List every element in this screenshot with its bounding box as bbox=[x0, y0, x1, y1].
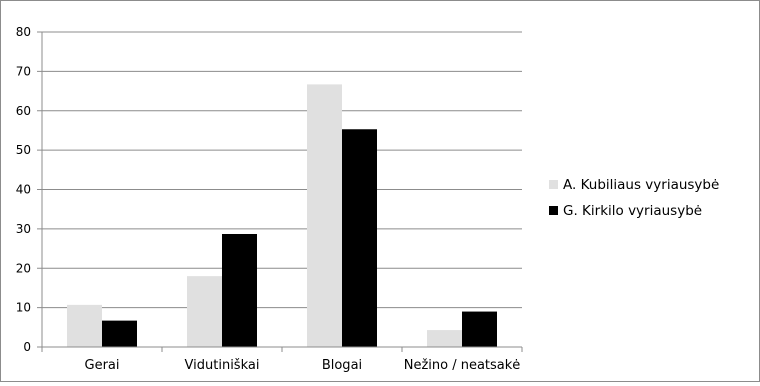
x-tick-label: Blogai bbox=[322, 358, 362, 373]
legend-label-1: G. Kirkilo vyriausybė bbox=[563, 203, 702, 219]
y-tick-label: 20 bbox=[16, 261, 31, 275]
bar-kubiliaus-1 bbox=[187, 276, 222, 347]
gridlines bbox=[42, 31, 522, 309]
y-tick-label: 10 bbox=[16, 301, 31, 315]
legend-label-0: A. Kubiliaus vyriausybė bbox=[563, 177, 719, 193]
y-tick-label: 80 bbox=[16, 25, 31, 39]
x-tick-label: Vidutiniškai bbox=[185, 358, 260, 373]
legend-swatch-1 bbox=[549, 206, 558, 215]
x-axis-ticks: Gerai Vidutiniškai Blogai Nežino / neatsakė bbox=[41, 347, 523, 373]
y-tick-label: 40 bbox=[16, 183, 31, 197]
y-tick-label: 60 bbox=[16, 104, 31, 118]
legend: A. Kubiliaus vyriausybė G. Kirkilo vyriau… bbox=[549, 177, 719, 219]
x-tick-label: Gerai bbox=[85, 358, 120, 373]
legend-swatch-0 bbox=[549, 180, 558, 189]
bar-kubiliaus-0 bbox=[67, 304, 102, 347]
bar-kubiliaus-3 bbox=[427, 330, 462, 347]
y-tick-label: 30 bbox=[16, 222, 31, 236]
bar-kubiliaus-2 bbox=[307, 84, 342, 348]
bar-kirkilo-2 bbox=[342, 129, 377, 347]
y-tick-label: 70 bbox=[16, 64, 31, 78]
y-axis-ticks: 0 10 20 30 40 50 60 70 80 bbox=[16, 25, 42, 354]
bars bbox=[67, 84, 497, 348]
bar-kirkilo-1 bbox=[222, 233, 257, 347]
y-tick-label: 50 bbox=[16, 143, 31, 157]
bar-kirkilo-3 bbox=[462, 311, 497, 347]
bar-kirkilo-0 bbox=[102, 320, 137, 347]
x-tick-label: Nežino / neatsakė bbox=[404, 358, 521, 373]
y-tick-label: 0 bbox=[23, 340, 31, 354]
